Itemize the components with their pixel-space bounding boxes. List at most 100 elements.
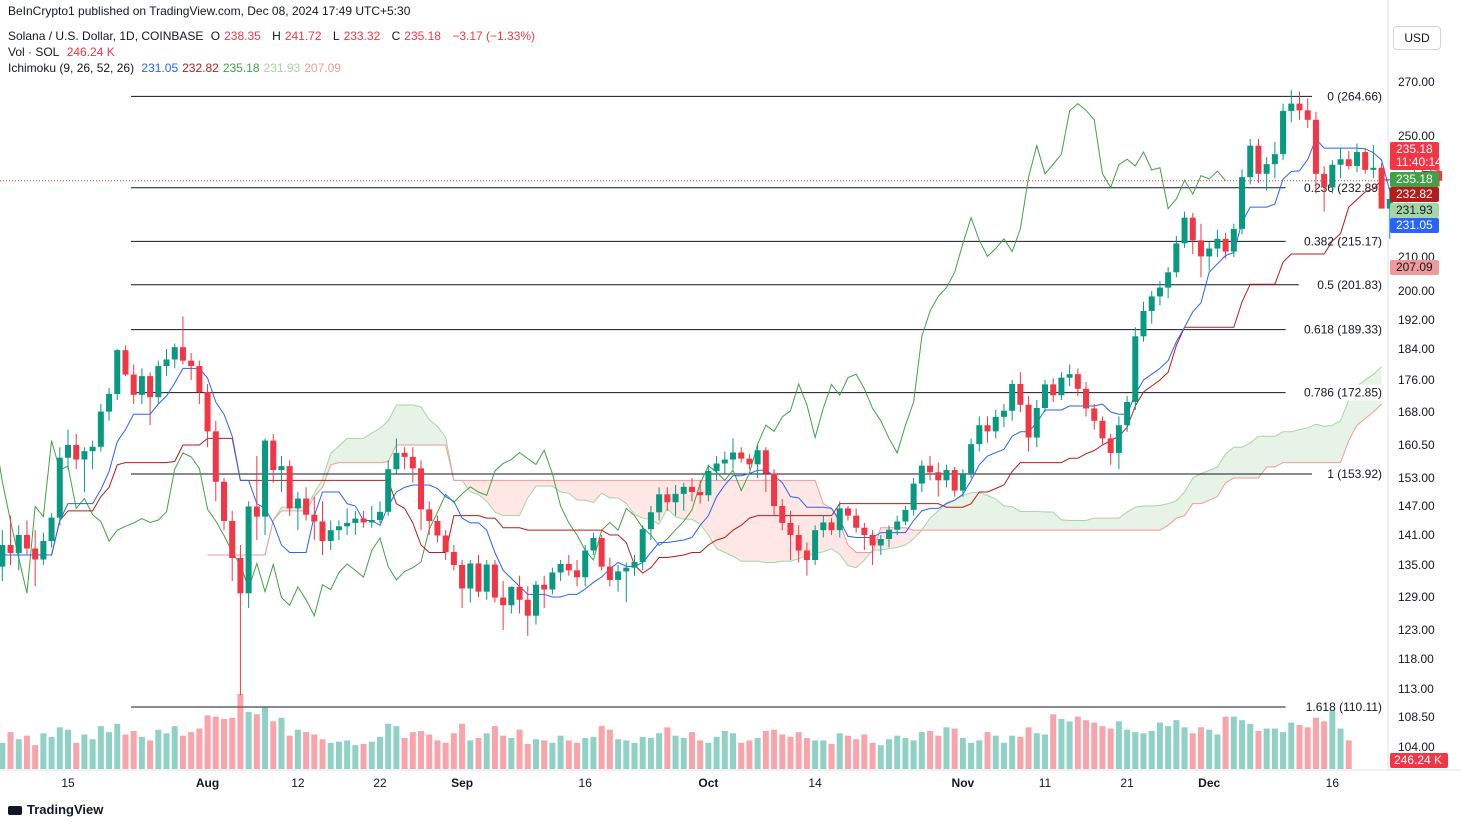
candle-body [541,584,548,590]
candle-body [721,459,728,464]
ohlc-open: O 238.35 [210,29,261,43]
ichimoku-span-b [207,403,1382,556]
volume-bar [574,742,581,769]
volume-bar [114,723,121,769]
ichimoku-cloud-segment [1299,427,1308,463]
volume-bar [15,739,22,769]
volume-bar [836,733,843,769]
ichimoku-cloud-segment [379,420,389,463]
ichimoku-cloud-segment [905,527,914,545]
fib-level-label: 0 (264.66) [1327,89,1382,103]
candle-body [237,558,244,594]
candle-body [204,392,211,432]
volume-bar [541,740,548,769]
candle-body [188,360,195,367]
y-tick-label: 135.00 [1398,558,1435,572]
ichimoku-cloud-segment [1324,425,1333,463]
volume-bar [1115,721,1122,769]
volume-bar [1058,719,1065,769]
volume-bar [1230,716,1237,769]
candle-body [1189,217,1196,241]
volume-bar [861,734,868,769]
candle-body [1181,217,1188,244]
ichimoku-cloud-segment [1127,507,1136,531]
volume-bar [327,742,334,769]
volume-bar [204,715,211,769]
candle-body [270,440,277,471]
candle-body [1304,110,1311,120]
candle-body [1140,310,1147,337]
volume-bar [1206,729,1213,769]
currency-button[interactable]: USD [1393,26,1441,50]
candle-body [418,468,425,510]
volume-bar [450,733,457,769]
volume-bar [368,741,375,769]
volume-bar [262,707,269,769]
candle-body [943,470,950,481]
candle-body [352,518,359,523]
candle-body [1255,145,1262,174]
ichimoku-cloud-segment [667,480,676,517]
candle-body [582,550,589,578]
candle-body [664,494,671,503]
y-tick-label: 168.00 [1398,405,1435,419]
candle-body [1206,248,1213,257]
volume-value: 246.24 K [66,45,115,59]
candle-body [1386,198,1393,209]
candle-body [1000,410,1007,417]
ichimoku-cloud-segment [1094,518,1103,531]
candle-body [1132,336,1139,402]
axis-price-label-bg [1390,260,1439,275]
ichimoku-cloud-segment [1143,506,1152,531]
candle-body [56,457,63,518]
volume-label[interactable]: Vol · SOL [8,45,60,59]
ichimoku-cloud-segment [421,407,430,445]
volume-bar [1288,722,1295,769]
volume-bar [754,738,761,769]
ichimoku-value: 207.09 [304,61,341,75]
candle-body [647,512,654,530]
candle-body [976,425,983,445]
candle-body [1074,374,1081,389]
ichimoku-cloud-segment [429,419,438,445]
candle-body [73,445,80,460]
candle-body [1009,384,1016,411]
ichimoku-cloud-segment [1258,436,1267,478]
ichimoku-cloud-segment [683,480,692,520]
volume-bar [1189,733,1196,769]
volume-bar [40,733,47,769]
candle-body [303,498,310,515]
volume-bar [344,740,351,769]
volume-bar [1009,735,1016,769]
x-tick-label: 21 [1120,776,1134,790]
ichimoku-cloud-segment [1307,424,1316,463]
volume-bar [122,734,129,769]
volume-bar [582,738,589,769]
candle-body [245,506,252,594]
symbol-name[interactable]: Solana / U.S. Dollar, 1D, COINBASE [8,29,204,43]
y-tick-label: 118.00 [1398,652,1434,666]
ichimoku-label[interactable]: Ichimoku (9, 26, 52, 26) [8,61,135,75]
ichimoku-cloud-segment [1242,442,1251,478]
ichimoku-cloud-segment [946,500,955,531]
volume-bar [721,730,728,769]
volume-bar [623,740,630,769]
candle-body [1148,296,1155,311]
ichimoku-cloud-segment [355,438,364,463]
volume-bar [680,738,687,769]
candle-body [1337,159,1344,165]
candle-body [746,458,753,465]
volume-bar [459,723,466,769]
ichimoku-cloud-segment [1315,424,1325,463]
candle-body [771,473,778,506]
volume-bar [155,729,162,769]
candle-body [500,597,507,606]
candle-body [1017,384,1024,405]
volume-bar [286,735,293,769]
candle-body [23,535,30,549]
ichimoku-cloud-segment [1159,503,1169,531]
fib-label-bg [1285,698,1384,715]
ohlc-close: C 235.18 [391,29,441,43]
candle-body [1124,402,1131,426]
